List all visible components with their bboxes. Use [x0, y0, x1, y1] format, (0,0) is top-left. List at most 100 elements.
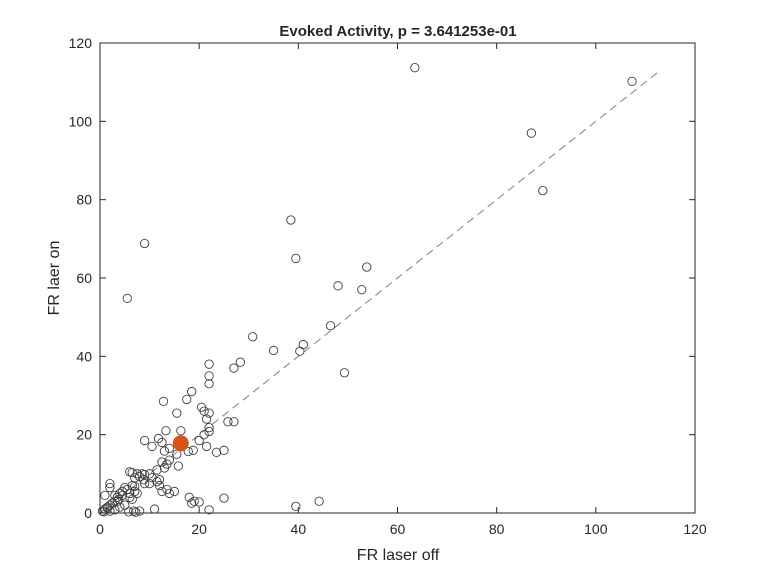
data-point — [194, 435, 204, 446]
data-point — [159, 463, 170, 473]
data-point — [357, 285, 367, 295]
data-point — [286, 215, 296, 225]
data-point — [110, 505, 120, 515]
data-point — [115, 502, 125, 512]
data-point — [188, 445, 198, 455]
data-point — [291, 501, 301, 511]
data-point — [339, 368, 350, 378]
data-point — [199, 430, 209, 440]
data-point — [235, 357, 245, 367]
y-tick-label: 100 — [69, 113, 93, 129]
data-point — [112, 496, 123, 506]
chart-title: Evoked Activity, p = 3.641253e-01 — [279, 23, 516, 40]
data-point — [219, 445, 229, 455]
x-tick-label: 0 — [96, 521, 104, 537]
y-axis-label: FR laer on — [46, 241, 63, 316]
data-point — [122, 293, 132, 304]
data-point — [105, 506, 115, 516]
data-point — [189, 496, 199, 506]
y-tick-label: 80 — [76, 192, 92, 208]
data-point — [157, 457, 167, 467]
data-point — [125, 492, 135, 502]
data-point — [139, 435, 150, 446]
x-axis-ticks: 0 20 40 60 80 100 120 — [96, 43, 707, 537]
data-point — [268, 345, 279, 356]
y-tick-label: 60 — [76, 270, 92, 286]
data-point — [204, 371, 214, 381]
data-point — [132, 488, 142, 499]
data-point — [154, 480, 165, 491]
data-point — [124, 507, 134, 517]
data-point — [102, 503, 113, 513]
highlight-group — [172, 435, 189, 452]
data-point — [219, 493, 229, 503]
data-point — [204, 359, 214, 369]
data-point — [325, 321, 336, 331]
y-tick-label: 40 — [76, 348, 92, 364]
data-point — [187, 498, 197, 508]
data-point — [161, 426, 171, 436]
data-point — [154, 475, 165, 485]
data-point — [204, 505, 214, 515]
data-point — [120, 500, 130, 510]
x-tick-label: 40 — [291, 521, 307, 537]
data-points — [97, 63, 637, 517]
identity-line — [99, 70, 661, 514]
data-point — [173, 461, 183, 471]
data-point — [131, 507, 141, 517]
y-tick-label: 120 — [69, 35, 93, 51]
y-axis-ticks: 0 20 40 60 80 100 120 — [69, 35, 695, 521]
x-tick-label: 80 — [489, 521, 505, 537]
data-point — [164, 488, 175, 499]
data-point — [125, 467, 135, 477]
data-point — [538, 186, 548, 196]
data-point — [248, 332, 258, 342]
data-point — [182, 394, 192, 405]
data-point — [176, 426, 186, 436]
data-point — [410, 63, 420, 73]
data-point — [201, 414, 212, 424]
data-point — [223, 417, 233, 427]
data-point — [172, 408, 182, 418]
data-point — [164, 443, 175, 454]
data-point — [627, 76, 637, 87]
data-point — [201, 441, 212, 452]
data-point — [362, 262, 372, 272]
data-point — [194, 497, 204, 507]
data-point — [149, 504, 160, 514]
data-point — [204, 426, 214, 437]
data-point — [147, 441, 157, 452]
data-point — [139, 478, 150, 489]
data-point — [229, 363, 239, 373]
data-point — [158, 396, 169, 407]
data-point — [204, 422, 214, 433]
data-point — [187, 386, 197, 397]
data-point — [129, 506, 139, 516]
y-tick-label: 20 — [76, 427, 92, 443]
data-point — [333, 281, 343, 291]
data-point — [97, 506, 108, 516]
data-point — [137, 469, 147, 479]
data-point — [204, 408, 214, 418]
data-point — [204, 379, 214, 389]
y-tick-label: 0 — [84, 505, 92, 521]
data-point — [105, 478, 115, 489]
x-axis-label: FR laser off — [357, 547, 440, 564]
x-tick-label: 20 — [191, 521, 207, 537]
data-point — [127, 494, 137, 504]
data-point — [157, 437, 167, 448]
data-point — [229, 417, 239, 427]
data-point — [211, 447, 222, 457]
data-point — [135, 506, 145, 516]
x-tick-label: 60 — [390, 521, 406, 537]
data-point — [152, 465, 162, 475]
data-point — [291, 253, 301, 264]
data-point — [526, 128, 537, 138]
data-point — [105, 482, 115, 493]
data-point — [117, 486, 127, 497]
data-point — [295, 346, 305, 356]
data-point — [169, 486, 180, 497]
x-tick-label: 120 — [683, 521, 707, 537]
data-point — [314, 496, 324, 506]
